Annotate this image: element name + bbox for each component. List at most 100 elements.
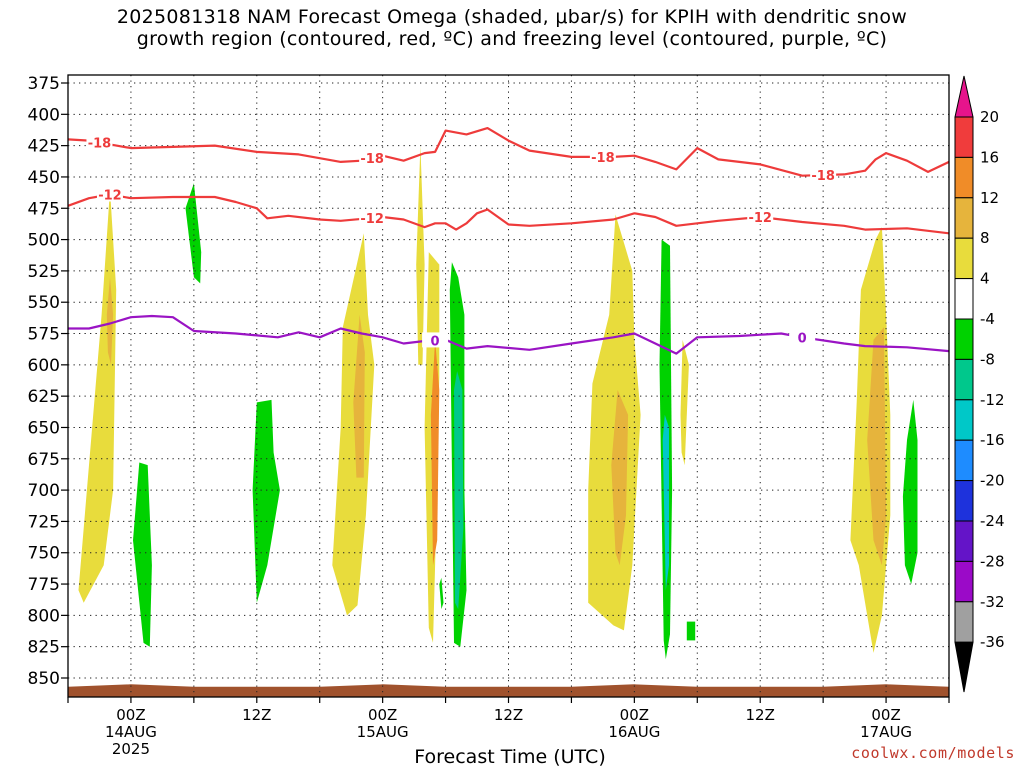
colorbar-bin [954,480,974,522]
y-tick-label: 400 [28,105,60,125]
y-tick-label: 450 [28,168,60,188]
colorbar-bin [954,560,974,603]
omega-region [252,399,280,603]
contour-label-bg [359,150,386,166]
x-year-label: 2025 [112,740,150,758]
colorbar-bin [954,358,974,401]
contour-label: -12 [98,188,122,203]
contour-label: -18 [360,152,384,167]
colorbar-tick-label: 4 [980,270,990,288]
x-date-label: 17AUG [860,723,912,741]
y-tick-label: 675 [28,450,60,470]
contour--18 [68,127,949,177]
y-tick-label: 425 [28,137,60,157]
contour-label: -12 [360,212,384,227]
omega-region [662,414,669,591]
colorbar-bin [954,318,974,360]
colorbar-tick-label: -12 [980,391,1005,409]
y-tick-label: 775 [28,575,60,595]
colorbar-bin [954,520,974,562]
colorbar: 20 16 12 8 4 -4 -8 -12 -16 -20 -24 -28 -32 -36 [954,75,1005,693]
terrain-band [68,684,949,697]
y-tick-label: 625 [28,387,60,407]
y-tick-label: 550 [28,293,60,313]
omega-region [439,577,444,610]
y-tick-label: 700 [28,481,60,501]
omega-region [353,314,365,478]
contour-label: -18 [811,169,835,184]
omega-region [416,145,425,365]
chart-title-line2: growth region (contoured, red, ºC) and f… [136,28,888,50]
contour-label: 0 [431,334,440,349]
y-tick-label: 600 [28,356,60,376]
contour-label-bg [86,134,113,150]
contour-label: -18 [591,151,615,166]
colorbar-tick-label: -32 [980,593,1005,611]
omega-region [78,189,117,603]
contour-label-bg [747,209,774,225]
y-tick-label: 725 [28,512,60,532]
colorbar-tick-label: 16 [980,148,999,166]
contours: -18 -18 -18 -18 -12 -12 -12 0 0 [68,127,949,355]
omega-region [902,399,918,585]
contour-label-bg [589,148,616,164]
omega-region [332,233,375,616]
colorbar-tick-label: -8 [980,350,995,368]
y-tick-label: 500 [28,231,60,251]
x-tick-label: 12Z [494,706,523,724]
omega-region [106,277,114,365]
colorbar-tick-label: 12 [980,189,999,207]
colorbar-tick-label: 20 [980,108,999,126]
omega-region [867,327,887,566]
y-tick-label: 825 [28,638,60,658]
contour-label: -12 [748,211,772,226]
colorbar-tick-label: -4 [980,310,995,328]
x-date-label: 16AUG [608,723,660,741]
y-tick-label: 750 [28,544,60,564]
x-tick-label: 12Z [242,706,271,724]
colorbar-bin [954,116,974,158]
colorbar-tick-label: 8 [980,229,990,247]
colorbar-bin [954,399,974,441]
omega-shading [78,145,918,660]
colorbar-bin [954,278,974,320]
y-tick-label: 850 [28,669,60,689]
colorbar-tick-label: -24 [980,512,1005,530]
colorbar-bin [954,601,974,643]
x-tick-label: 12Z [746,706,775,724]
contour-label-bg [96,186,123,202]
contour-label-bg [359,209,386,225]
grid [67,75,950,697]
x-tick-label: 00Z [116,706,145,724]
y-tick-label: 650 [28,418,60,438]
contour-label: 0 [798,331,807,346]
x-tick-label: 00Z [620,706,649,724]
credit-link[interactable]: coolwx.com/models [851,744,1015,762]
contour-label: -18 [88,137,112,152]
colorbar-tick-label: -20 [980,472,1005,490]
colorbar-bin [954,237,974,280]
contour-label-bg [789,329,816,345]
colorbar-bin [954,156,974,199]
colorbar-tick-label: -28 [980,552,1005,570]
contour-label-bg [810,167,837,183]
colorbar-tick-label: -36 [980,633,1005,651]
chart-title: 2025081318 NAM Forecast Omega (shaded, μ… [0,6,1024,50]
y-tick-label: 375 [28,74,60,94]
y-tick-label: 525 [28,262,60,282]
y-tick-label: 800 [28,606,60,626]
y-tick-label: 575 [28,325,60,345]
x-date-label: 14AUG [105,723,157,741]
contour-label-bg [422,332,449,348]
omega-region [185,183,202,284]
x-tick-label: 00Z [871,706,900,724]
omega-region [686,621,696,641]
contour--12 [68,193,949,235]
omega-region [588,214,641,631]
chart-title-line1: 2025081318 NAM Forecast Omega (shaded, μ… [116,6,908,28]
colorbar-top-arrow [954,75,974,118]
x-date-label: 15AUG [357,723,409,741]
colorbar-bin [954,439,974,482]
